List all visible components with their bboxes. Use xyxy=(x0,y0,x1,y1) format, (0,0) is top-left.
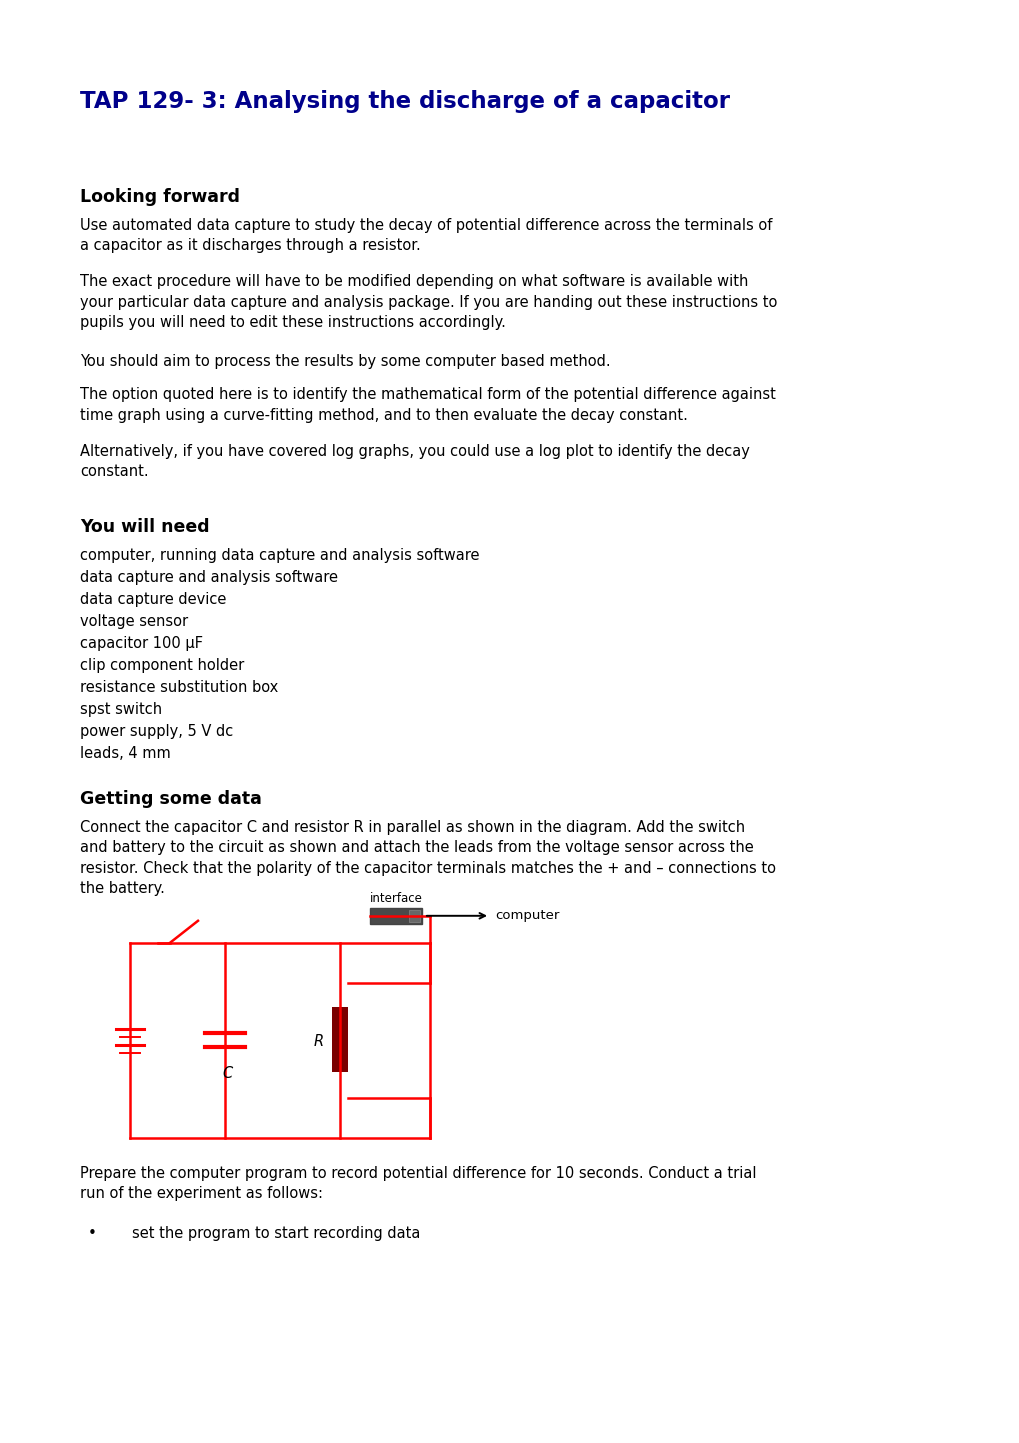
Text: C: C xyxy=(223,1066,233,1081)
Text: Connect the capacitor C and resistor R in parallel as shown in the diagram. Add : Connect the capacitor C and resistor R i… xyxy=(79,820,775,896)
Text: computer: computer xyxy=(494,909,558,922)
Text: data capture device: data capture device xyxy=(79,592,226,608)
Bar xyxy=(331,1007,347,1072)
Text: The option quoted here is to identify the mathematical form of the potential dif: The option quoted here is to identify th… xyxy=(79,387,775,423)
Text: R: R xyxy=(314,1035,324,1049)
Text: resistance substitution box: resistance substitution box xyxy=(79,680,278,696)
Text: interface: interface xyxy=(369,892,422,905)
Text: TAP 129- 3: Analysing the discharge of a capacitor: TAP 129- 3: Analysing the discharge of a… xyxy=(79,89,730,113)
Bar xyxy=(370,908,422,924)
Text: power supply, 5 V dc: power supply, 5 V dc xyxy=(79,724,233,739)
Text: computer, running data capture and analysis software: computer, running data capture and analy… xyxy=(79,548,479,563)
Text: Alternatively, if you have covered log graphs, you could use a log plot to ident: Alternatively, if you have covered log g… xyxy=(79,443,749,479)
Text: spst switch: spst switch xyxy=(79,701,162,717)
Text: You should aim to process the results by some computer based method.: You should aim to process the results by… xyxy=(79,354,610,369)
Text: leads, 4 mm: leads, 4 mm xyxy=(79,746,170,760)
Text: clip component holder: clip component holder xyxy=(79,658,244,672)
Text: Use automated data capture to study the decay of potential difference across the: Use automated data capture to study the … xyxy=(79,218,771,254)
Text: Getting some data: Getting some data xyxy=(79,789,262,808)
Text: capacitor 100 μF: capacitor 100 μF xyxy=(79,636,203,651)
Text: Prepare the computer program to record potential difference for 10 seconds. Cond: Prepare the computer program to record p… xyxy=(79,1166,756,1201)
Text: set the program to start recording data: set the program to start recording data xyxy=(131,1227,420,1241)
Text: data capture and analysis software: data capture and analysis software xyxy=(79,570,337,584)
Text: You will need: You will need xyxy=(79,518,210,535)
Text: voltage sensor: voltage sensor xyxy=(79,615,187,629)
Text: The exact procedure will have to be modified depending on what software is avail: The exact procedure will have to be modi… xyxy=(79,274,776,330)
Text: Looking forward: Looking forward xyxy=(79,188,239,206)
Bar xyxy=(409,909,420,922)
Text: •: • xyxy=(88,1227,97,1241)
